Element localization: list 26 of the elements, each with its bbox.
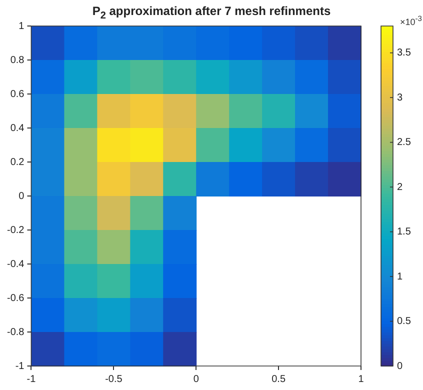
y-tick-label: 0.8 <box>10 54 25 66</box>
x-tick-label: -1 <box>26 374 36 385</box>
color-bar-title: ×10$^{-3}$ <box>400 14 422 27</box>
y-tick-label: 0.2 <box>10 156 25 168</box>
color-bar-label: 1 <box>397 271 403 282</box>
y-tick-label: 1 <box>18 20 25 32</box>
y-tick-label: 0.4 <box>10 122 25 134</box>
y-tick-label: -0.8 <box>6 326 25 338</box>
y-tick-label: 0 <box>18 190 25 202</box>
color-bar-label: 3 <box>397 92 403 104</box>
color-bar-label: 2.5 <box>397 137 412 148</box>
y-tick-label: -1 <box>15 360 25 372</box>
color-bar-label: 0.5 <box>397 316 412 328</box>
color-bar-label: 2 <box>397 182 403 193</box>
color-bar-label: 0 <box>397 360 403 372</box>
y-tick-label: -0.2 <box>6 224 25 236</box>
x-tick-label: -0.5 <box>105 374 123 385</box>
x-tick-label: 1 <box>358 374 364 385</box>
y-tick-label: -0.6 <box>6 292 25 304</box>
color-bar-label: 3.5 <box>397 48 412 59</box>
x-tick-label: 0 <box>193 374 200 385</box>
y-tick-label: -0.4 <box>6 258 25 270</box>
y-tick-label: 0.6 <box>10 88 25 100</box>
color-bar-label: 1.5 <box>397 226 412 238</box>
x-tick-label: 0.5 <box>272 374 286 385</box>
chart-title: P$_{2}$ approximation after 7 mesh refinments <box>92 4 331 22</box>
